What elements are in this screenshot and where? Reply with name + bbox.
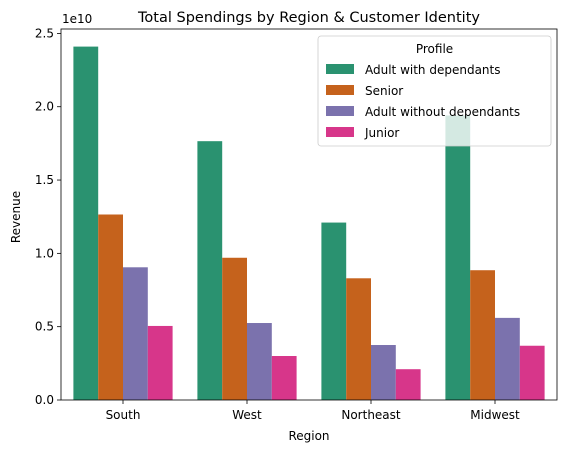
bar (123, 267, 148, 400)
bar (197, 141, 223, 400)
bar (495, 317, 520, 400)
legend-entry-label: Senior (365, 84, 403, 98)
plot-frame (60, 28, 558, 401)
y-axis-ticks: 0.0 0.5 1.0 1.5 2.0 2.5 (35, 26, 61, 407)
bar (371, 345, 396, 400)
y-tick-label: 0.0 (35, 393, 54, 407)
bar (519, 345, 545, 400)
bars-group (73, 46, 545, 401)
legend-entry-label: Adult with dependants (365, 63, 501, 77)
bar (222, 257, 247, 400)
bar (395, 369, 421, 400)
legend-swatch (326, 127, 354, 137)
y-tick-label: 1.5 (35, 173, 54, 187)
legend-entry-label: Adult without dependants (365, 105, 520, 119)
bar (73, 46, 99, 401)
legend-swatch (326, 106, 354, 116)
chart-title: Total Spendings by Region & Customer Ide… (137, 10, 480, 26)
legend: Profile Adult with dependants Senior Adult … (317, 35, 552, 147)
y-axis-label: Revenue (9, 191, 23, 243)
legend-swatch (326, 85, 354, 95)
x-axis-ticks: South West Northeast Midwest (106, 400, 520, 422)
bar (470, 270, 495, 400)
bar (147, 325, 173, 400)
legend-entry-label: Junior (364, 126, 399, 140)
y-tick-label: 2.0 (35, 100, 54, 114)
bar (98, 214, 123, 400)
bar (321, 222, 347, 400)
x-tick-label: Northeast (341, 408, 401, 422)
x-tick-label: Midwest (470, 408, 520, 422)
bar (445, 115, 471, 400)
x-axis-label: Region (288, 429, 329, 443)
legend-title: Profile (416, 42, 453, 56)
y-tick-label: 2.5 (35, 26, 54, 40)
bar (271, 356, 297, 400)
bar (247, 323, 272, 400)
legend-swatch (326, 64, 354, 74)
legend-box (317, 35, 552, 147)
x-tick-label: South (106, 408, 141, 422)
bar (346, 278, 371, 400)
x-tick-label: West (232, 408, 262, 422)
y-axis-offset-label: 1e10 (62, 12, 92, 26)
y-tick-label: 0.5 (35, 320, 54, 334)
y-tick-label: 1.0 (35, 246, 54, 260)
